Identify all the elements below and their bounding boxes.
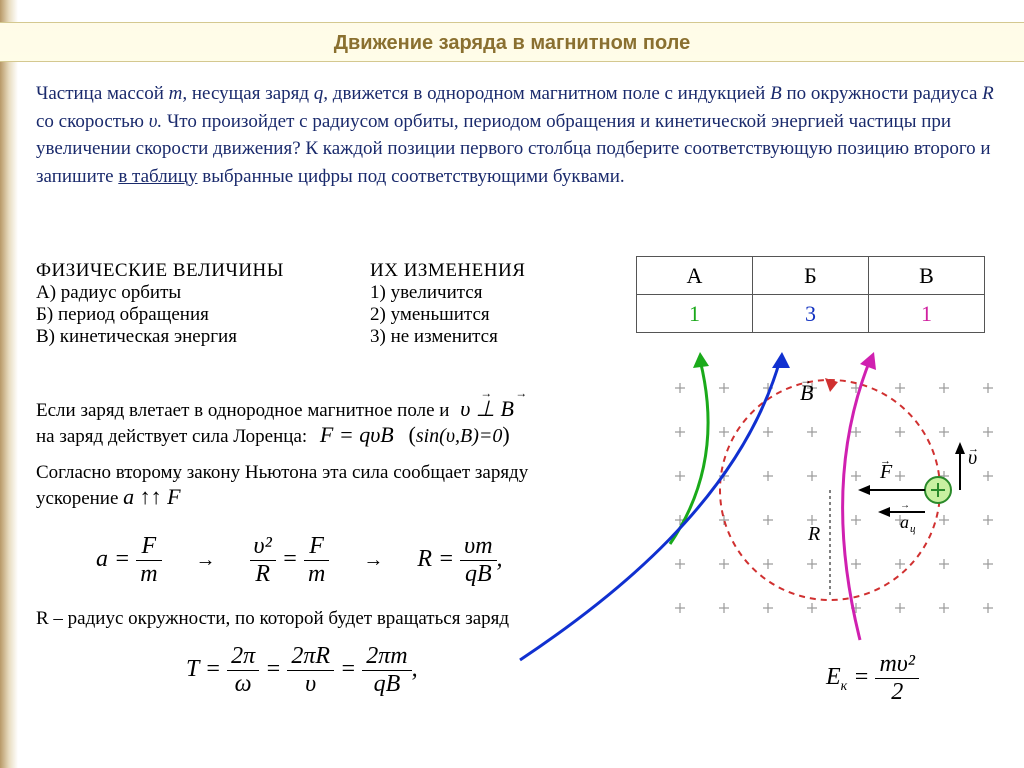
explain-3: R – радиус окружности, по которой будет … <box>36 608 509 630</box>
col1-header: ФИЗИЧЕСКИЕ ВЕЛИЧИНЫ <box>36 260 366 282</box>
table-row: 1 3 1 <box>637 295 985 333</box>
qB2: qB <box>362 671 411 697</box>
B-label: B <box>800 380 813 405</box>
R-eq: R = <box>417 546 454 572</box>
explain-2: Согласно второму закону Ньютона эта сила… <box>36 462 528 510</box>
table-row: А Б В <box>637 257 985 295</box>
qB: qB <box>460 561 496 587</box>
F2: F <box>304 534 329 561</box>
formula-sin: sin(υ,B)=0 <box>416 425 503 447</box>
var-v: υ. <box>149 111 162 132</box>
E: E <box>826 664 841 690</box>
e2: Согласно второму закону Ньютона эта сила… <box>36 462 528 483</box>
col1-c: В) кинетическая энергия <box>36 326 366 348</box>
mv2: mυ² <box>875 652 919 679</box>
e1a: Если заряд влетает в однородное магнитно… <box>36 400 449 421</box>
var-R: R <box>982 83 994 104</box>
slide-title: Движение заряда в магнитном поле <box>0 22 1024 62</box>
v2: υ² <box>250 534 276 561</box>
v: υ <box>287 671 334 697</box>
ans-header-a: А <box>637 257 753 295</box>
t: со скоростью <box>36 111 149 132</box>
t: несущая заряд <box>192 83 314 104</box>
t: Частица массой <box>36 83 169 104</box>
slide-content: Частица массой m, несущая заряд q, движе… <box>36 80 1006 190</box>
problem-text: Частица массой m, несущая заряд q, движе… <box>36 80 1006 190</box>
R: R <box>250 561 276 587</box>
col2-b: 2) уменьшится <box>370 304 550 326</box>
svg-text:→: → <box>900 500 910 511</box>
F: F <box>136 534 161 561</box>
e2b: ускорение <box>36 488 123 509</box>
vm: υm <box>460 534 496 561</box>
a-eq: a = <box>96 546 130 572</box>
var-B: B <box>770 83 782 104</box>
formula-aF: → → a ↑↑ F <box>123 484 180 509</box>
col2-a: 1) увеличится <box>370 282 550 304</box>
m2: m <box>304 561 329 587</box>
connector-green <box>670 360 708 544</box>
a-label: a <box>900 512 909 532</box>
orbit-arrowhead <box>825 378 838 392</box>
ans-c: 1 <box>869 295 985 333</box>
svg-text:ц: ц <box>910 523 916 535</box>
svg-text:→: → <box>968 443 979 455</box>
F-label: F <box>879 461 893 483</box>
t: по окружности радиуса <box>786 83 982 104</box>
answer-table: А Б В 1 3 1 <box>636 256 985 333</box>
e1b: на заряд действует сила Лоренца: <box>36 426 307 447</box>
column-changes: ИХ ИЗМЕНЕНИЯ 1) увеличится 2) уменьшится… <box>370 260 550 348</box>
twopi: 2π <box>227 644 259 671</box>
var-m: m, <box>169 83 187 104</box>
col1-b: Б) период обращения <box>36 304 366 326</box>
connector-magenta <box>843 360 871 640</box>
table-link: в таблицу <box>118 166 197 187</box>
t: движется в однородном магнитном поле с и… <box>333 83 770 104</box>
matching-columns: ФИЗИЧЕСКИЕ ВЕЛИЧИНЫ А) радиус орбиты Б) … <box>36 260 550 348</box>
t: выбранные цифры под соответствующими бук… <box>202 166 624 187</box>
svg-text:→: → <box>880 455 891 467</box>
col2-header: ИХ ИЗМЕНЕНИЯ <box>370 260 550 282</box>
T-eq: T = <box>186 656 221 682</box>
formula-lorentz: F = qυB <box>320 422 394 447</box>
connector-blue <box>520 360 780 660</box>
formula-row-1: a = Fm → υ²R = Fm → R = υmqB, <box>36 534 736 587</box>
col1-a: А) радиус орбиты <box>36 282 366 304</box>
ans-header-b: Б <box>753 257 869 295</box>
col2-c: 3) не изменится <box>370 326 550 348</box>
ans-b: 3 <box>753 295 869 333</box>
twopim: 2πm <box>362 644 411 671</box>
two: 2 <box>875 679 919 705</box>
omega: ω <box>227 671 259 697</box>
ans-header-c: В <box>869 257 985 295</box>
twopiR: 2πR <box>287 644 334 671</box>
explain-1: Если заряд влетает в однородное магнитно… <box>36 396 514 448</box>
R-label: R <box>807 523 820 545</box>
m: m <box>136 561 161 587</box>
svg-text:→: → <box>800 373 812 387</box>
var-q: q, <box>314 83 328 104</box>
left-gradient <box>0 0 18 768</box>
formula-Ek: Eк = mυ²2 <box>826 652 919 705</box>
v-label: υ <box>968 447 977 469</box>
Ek-eq: = <box>847 664 869 690</box>
formula-row-2: T = 2πω = 2πRυ = 2πmqB, <box>186 644 418 697</box>
charge-particle <box>925 477 951 503</box>
column-quantities: ФИЗИЧЕСКИЕ ВЕЛИЧИНЫ А) радиус орбиты Б) … <box>36 260 366 348</box>
orbit-circle <box>720 380 940 600</box>
ans-a: 1 <box>637 295 753 333</box>
